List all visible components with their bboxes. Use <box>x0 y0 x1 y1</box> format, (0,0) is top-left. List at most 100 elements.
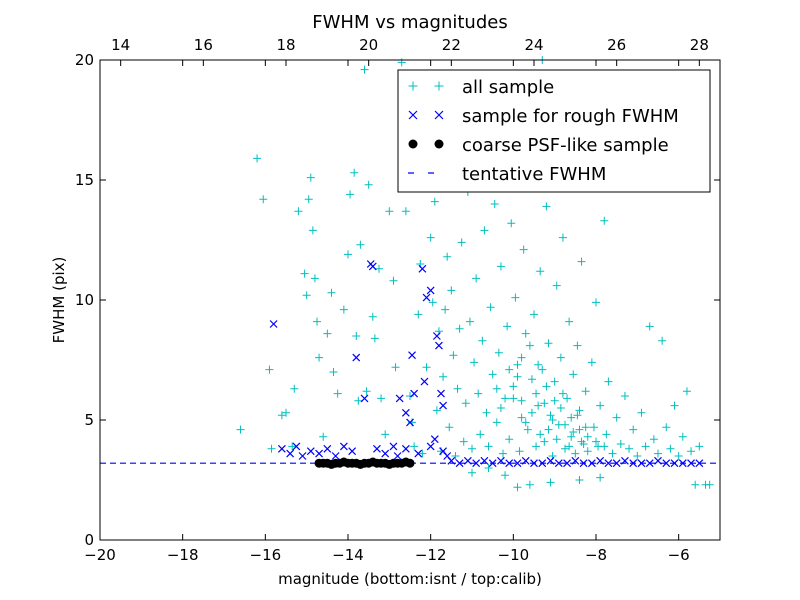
all-sample-point <box>525 480 534 489</box>
rough-sample-point <box>654 456 662 465</box>
all-sample-point <box>468 444 476 453</box>
all-sample-point <box>573 411 582 420</box>
all-sample-point <box>315 353 324 362</box>
all-sample-point <box>561 420 569 429</box>
all-sample-point <box>453 384 462 393</box>
x-tick-label: −20 <box>84 546 116 564</box>
all-sample-point <box>546 411 555 420</box>
rough-sample-point <box>437 389 445 398</box>
all-sample-point <box>517 413 526 422</box>
legend: all sample sample for rough FWHM coarse … <box>397 69 711 193</box>
y-tick-label: 5 <box>84 411 94 429</box>
all-sample-point <box>527 408 536 417</box>
x-tick-label: −16 <box>250 546 282 564</box>
all-sample-point <box>544 425 553 434</box>
legend-marker-coarse <box>434 139 444 149</box>
rough-sample-point <box>360 394 369 403</box>
all-sample-point <box>370 334 379 343</box>
all-sample-point <box>484 464 493 472</box>
rough-sample-point <box>530 459 538 468</box>
y-axis-label: FWHM (pix) <box>50 257 68 344</box>
all-sample-point <box>534 360 543 369</box>
all-sample-point <box>575 425 584 434</box>
all-sample-point <box>406 392 414 400</box>
rough-sample-point <box>538 459 547 468</box>
rough-sample-point <box>292 442 301 451</box>
rough-sample-point <box>629 459 638 468</box>
all-sample-point <box>333 389 342 398</box>
all-sample-point <box>544 339 553 348</box>
x-tick-label: −18 <box>167 546 199 564</box>
all-sample-point <box>573 341 582 350</box>
y-tick-label: 0 <box>84 531 94 549</box>
all-sample-point <box>600 216 609 225</box>
rough-sample-point <box>521 456 530 465</box>
all-sample-point <box>571 449 580 458</box>
all-sample-point <box>705 480 714 489</box>
top-tick-label: 14 <box>111 36 130 54</box>
all-sample-point <box>513 483 522 492</box>
rough-sample-point <box>339 442 348 451</box>
all-sample-point <box>662 423 671 432</box>
all-sample-point <box>501 394 510 403</box>
legend-marker-all-sample <box>408 81 418 91</box>
all-sample-point <box>443 252 452 261</box>
rough-sample-point <box>418 264 427 273</box>
all-sample-point <box>556 353 565 362</box>
all-sample-point <box>304 195 313 204</box>
all-sample-point <box>577 437 586 446</box>
all-sample-point <box>389 276 398 285</box>
all-sample-point <box>604 377 613 386</box>
all-sample-point <box>620 392 629 400</box>
rough-sample-point <box>348 447 357 456</box>
rough-sample-point <box>546 456 555 465</box>
all-sample-point <box>552 435 561 444</box>
all-sample-point <box>612 413 621 422</box>
all-sample-point <box>265 365 274 374</box>
all-sample-point <box>587 358 596 367</box>
all-sample-point <box>288 442 297 451</box>
all-sample-point <box>339 305 348 314</box>
rough-sample-point <box>472 459 481 468</box>
coarse-sample-layer <box>314 457 415 469</box>
all-sample-point <box>308 226 317 235</box>
legend-marker-all-sample <box>434 81 444 91</box>
all-sample-point <box>470 358 479 367</box>
top-tick-label: 16 <box>194 36 213 54</box>
all-sample-point <box>602 430 611 439</box>
legend-label-all-sample: all sample <box>462 77 554 98</box>
y-tick-label: 10 <box>75 291 94 309</box>
all-sample-point <box>561 444 569 453</box>
rough-sample-point <box>497 456 505 465</box>
rough-sample-point <box>579 459 588 468</box>
all-sample-point <box>536 430 545 439</box>
all-sample-point <box>517 353 526 362</box>
tick-layer: −20 −18 −16 −14 −12 −10 −8 −6 0 5 10 15 20 14 16 18 20 22… <box>75 36 720 564</box>
rough-sample-point <box>331 452 340 460</box>
plot-frame <box>99 59 721 541</box>
all-sample-point <box>521 329 530 338</box>
rough-sample-point <box>401 408 410 417</box>
all-sample-point <box>633 452 642 460</box>
rough-sample-point <box>269 320 278 328</box>
all-sample-point <box>476 430 485 439</box>
all-sample-point <box>465 317 474 326</box>
all-sample-point <box>501 471 510 480</box>
all-sample-point <box>459 437 468 446</box>
all-sample-point <box>422 363 431 372</box>
all-sample-point <box>490 200 499 208</box>
rough-sample-point <box>414 449 423 458</box>
all-sample-point <box>329 368 338 376</box>
rough-sample-point <box>621 456 629 465</box>
all-sample-point <box>310 274 319 283</box>
rough-sample-point <box>695 459 704 468</box>
all-sample-point <box>538 365 547 374</box>
rough-sample-point <box>439 401 447 410</box>
all-sample-point <box>385 207 394 216</box>
all-sample-point <box>494 348 503 357</box>
x-tick-label: −14 <box>332 546 364 564</box>
rough-sample-point <box>463 456 472 465</box>
all-sample-point <box>302 291 311 300</box>
all-sample-point <box>449 351 458 360</box>
all-sample-point <box>540 399 549 408</box>
